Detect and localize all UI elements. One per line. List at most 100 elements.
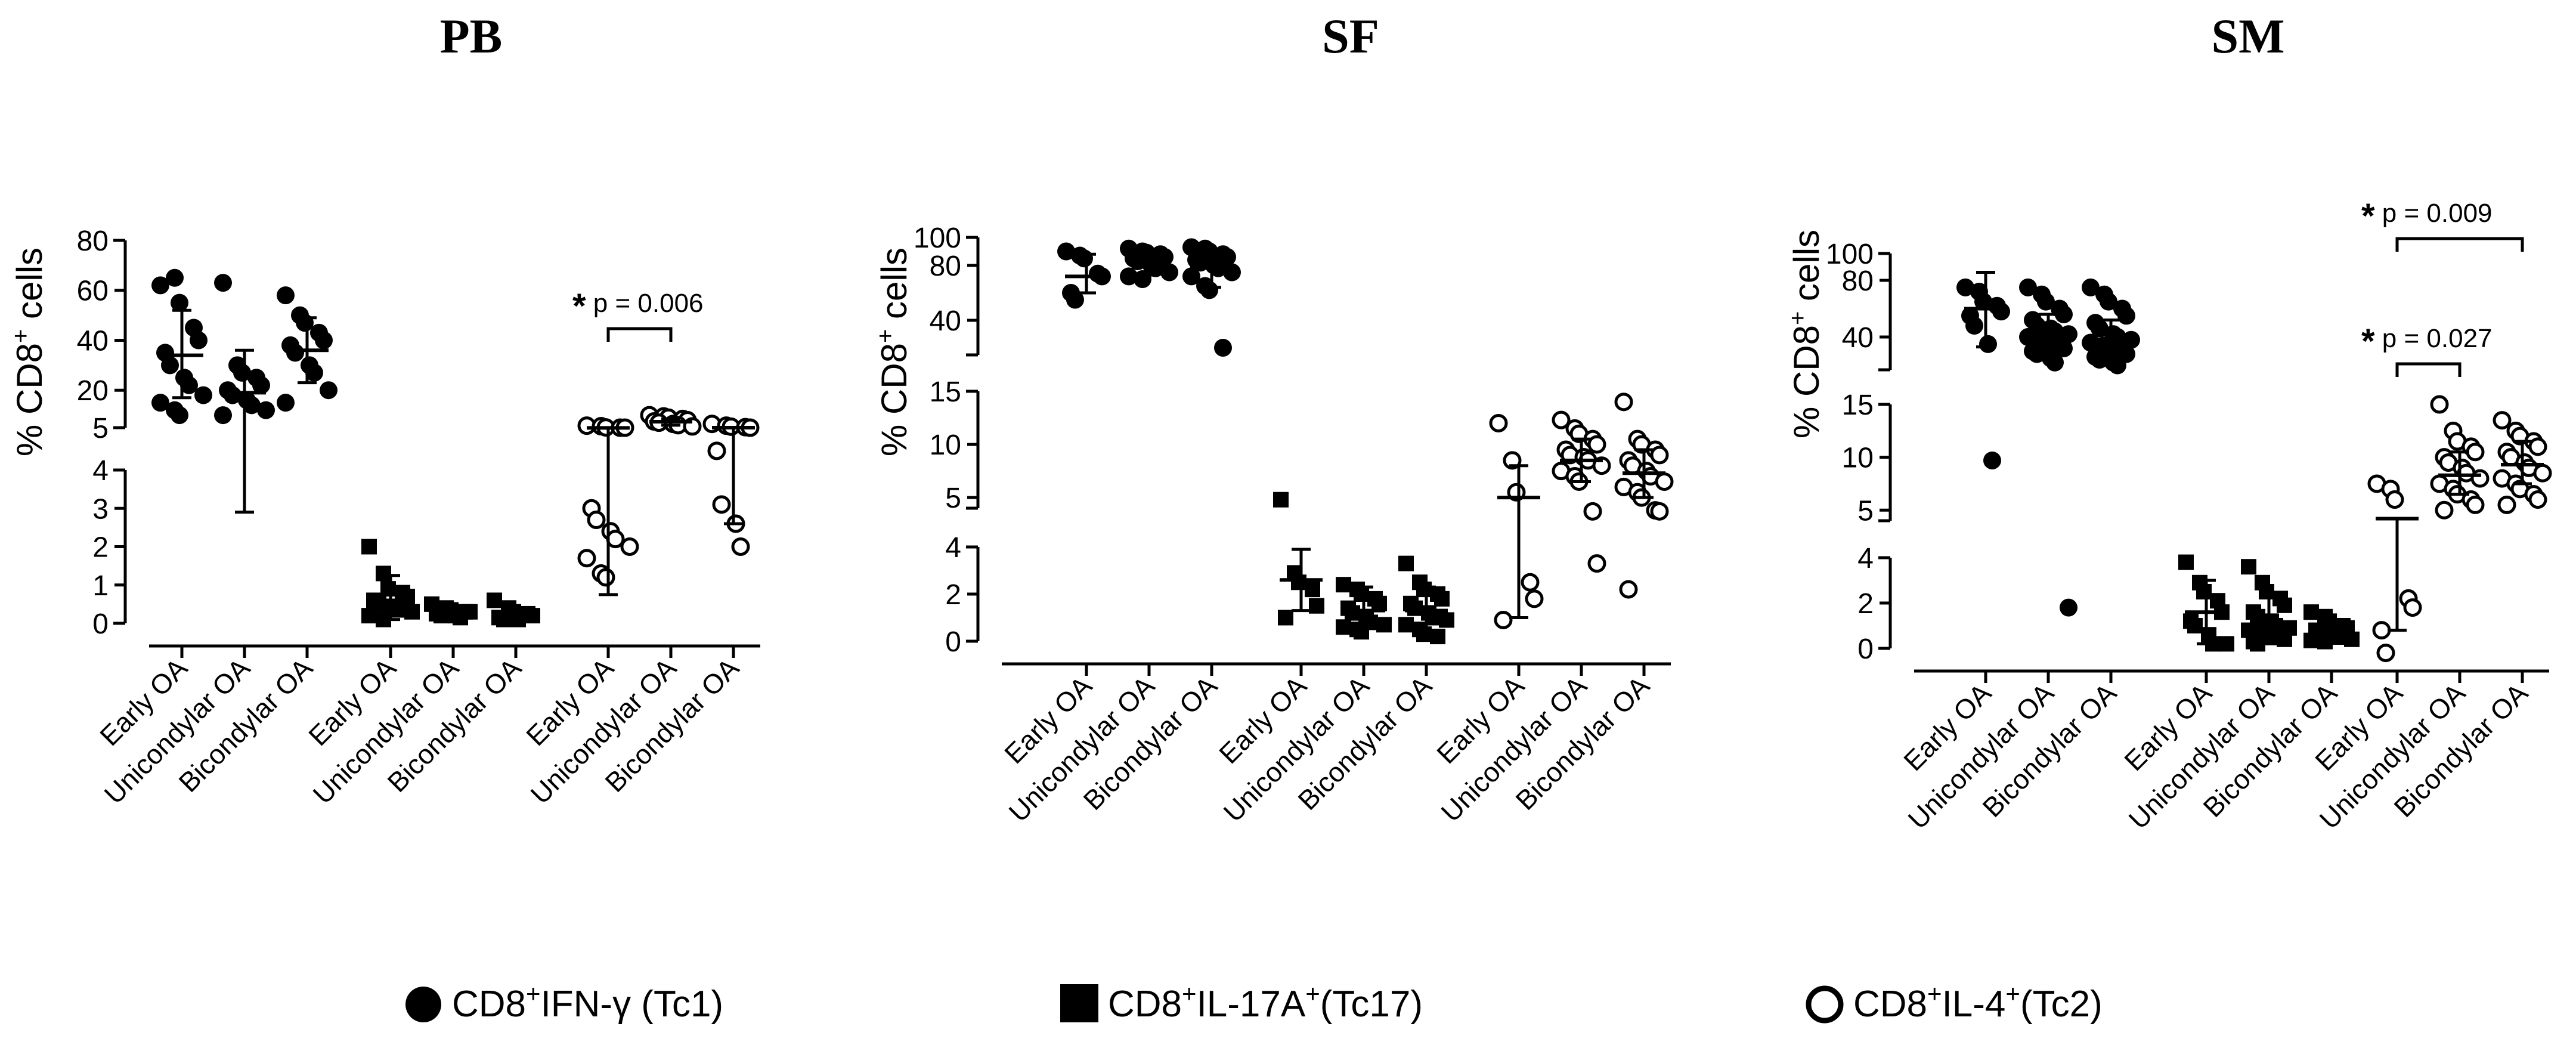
y-tick-label: 10 — [1842, 443, 1874, 474]
data-point — [252, 376, 270, 394]
y-tick-label: 20 — [77, 375, 109, 407]
group-8 — [1552, 410, 1611, 573]
legend-square-icon — [1060, 984, 1098, 1022]
data-point — [2028, 345, 2046, 363]
data-point — [2376, 644, 2395, 663]
data-point — [1416, 582, 1432, 598]
data-point — [1587, 554, 1606, 573]
data-point — [166, 268, 184, 287]
group-7 — [577, 416, 639, 596]
data-point — [1587, 435, 1606, 454]
data-point — [2403, 598, 2422, 617]
data-point — [2528, 490, 2547, 509]
data-point — [243, 396, 261, 415]
y-tick-label: 3 — [92, 493, 109, 525]
group-2 — [214, 274, 275, 514]
data-point — [2178, 554, 2194, 570]
data-point — [2187, 618, 2203, 633]
y-tick-label: 4 — [945, 532, 961, 564]
data-point — [2055, 305, 2073, 323]
data-point — [233, 363, 251, 382]
data-point — [1965, 317, 1983, 335]
y-tick-label: 100 — [914, 222, 961, 254]
data-point — [1650, 502, 1669, 521]
data-point — [1525, 589, 1544, 608]
y-tick-label: 2 — [945, 579, 961, 611]
data-point — [1075, 249, 1093, 268]
y-tick-label: 80 — [930, 251, 961, 282]
y-tick-label: 4 — [92, 455, 109, 487]
data-point — [2303, 632, 2319, 648]
y-tick-label: 5 — [1857, 495, 1874, 527]
data-point — [2250, 608, 2265, 625]
data-point — [2435, 500, 2454, 520]
data-point — [1416, 626, 1432, 642]
data-point — [361, 608, 377, 624]
legend-label: CD8+IFN-γ (Tc1) — [452, 979, 723, 1025]
data-point — [1494, 610, 1513, 629]
legend-label: CD8+IL-4+(Tc2) — [1853, 979, 2103, 1025]
significance-bracket — [2395, 362, 2462, 377]
data-point — [2060, 598, 2077, 617]
data-point — [1434, 591, 1450, 607]
data-point — [2046, 353, 2064, 372]
group-1 — [151, 268, 212, 425]
data-point — [731, 537, 750, 556]
data-point — [1309, 598, 1324, 614]
data-point — [194, 386, 212, 404]
group-5 — [424, 596, 478, 626]
group-1 — [1956, 271, 2010, 469]
data-point — [2277, 597, 2292, 613]
significance-bracket — [606, 327, 673, 342]
legend-label: CD8+IL-17A+(Tc17) — [1108, 979, 1423, 1025]
group-9 — [2493, 411, 2552, 514]
data-point — [2497, 495, 2516, 514]
data-point — [2109, 356, 2126, 375]
group-6 — [487, 592, 540, 627]
data-point — [2493, 411, 2512, 430]
significance-label: * p = 0.027 — [2361, 322, 2493, 361]
data-point — [1398, 617, 1414, 633]
data-point — [214, 406, 232, 425]
group-8 — [640, 406, 702, 436]
data-point — [2303, 604, 2319, 620]
data-point — [1120, 267, 1138, 286]
group-7 — [1489, 413, 1544, 629]
y-tick-label: 5 — [945, 483, 961, 514]
legend-item-1: CD8+IFN-γ (Tc1) — [405, 979, 723, 1025]
data-point — [1983, 451, 2001, 469]
data-point — [1583, 502, 1602, 521]
data-point — [1398, 555, 1414, 571]
data-point — [151, 276, 169, 295]
data-point — [2219, 636, 2234, 652]
data-point — [257, 401, 275, 419]
group-5 — [2241, 559, 2297, 652]
data-point — [1655, 472, 1674, 491]
data-point — [2466, 443, 2485, 462]
data-point — [712, 495, 731, 514]
data-point — [171, 293, 188, 312]
data-point — [2241, 559, 2256, 575]
group-9 — [1614, 392, 1674, 599]
data-point — [2037, 292, 2055, 311]
data-point — [2528, 437, 2547, 456]
data-point — [2055, 339, 2073, 357]
legend-open-circle-icon — [1806, 985, 1844, 1024]
y-tick-label: 60 — [77, 276, 109, 307]
data-point — [1521, 573, 1540, 592]
data-point — [1614, 392, 1633, 412]
data-point — [404, 604, 420, 620]
group-6 — [2303, 604, 2360, 650]
group-3 — [1182, 238, 1241, 357]
data-point — [2466, 495, 2485, 514]
y-tick-label: 2 — [1857, 588, 1874, 620]
data-point — [620, 537, 639, 556]
data-point — [2117, 307, 2135, 325]
y-tick-label: 40 — [1842, 322, 1874, 354]
data-point — [1650, 446, 1669, 465]
group-4 — [2178, 554, 2234, 652]
group-4 — [1273, 491, 1324, 626]
panel-title: SM — [2212, 9, 2285, 63]
